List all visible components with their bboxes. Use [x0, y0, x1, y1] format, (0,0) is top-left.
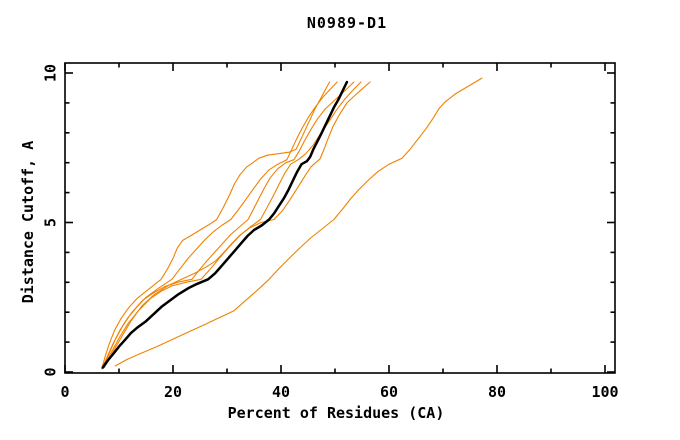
- chart-title: N0989-D1: [306, 14, 388, 32]
- y-axis-label: Distance Cutoff, A: [19, 140, 37, 304]
- plot-frame: [64, 62, 616, 374]
- y-tick-label: 10: [41, 64, 59, 82]
- x-tick-label: 80: [488, 383, 506, 401]
- y-tick-label: 5: [41, 218, 59, 227]
- x-axis-label: Percent of Residues (CA): [227, 404, 445, 422]
- curve-orange-curve-2: [101, 81, 338, 369]
- curve-orange-curve-6: [114, 77, 483, 367]
- curve-black-curve: [101, 80, 349, 369]
- curve-orange-curve-1: [101, 81, 331, 370]
- curve-orange-curve-3: [102, 81, 355, 369]
- curve-orange-curve-5: [103, 81, 371, 369]
- x-tick-label: 60: [380, 383, 398, 401]
- x-tick-label: 20: [164, 383, 182, 401]
- x-tick-label: 100: [591, 383, 618, 401]
- y-tick-label: 0: [41, 367, 59, 376]
- x-tick-label: 0: [60, 383, 69, 401]
- x-tick-label: 40: [272, 383, 290, 401]
